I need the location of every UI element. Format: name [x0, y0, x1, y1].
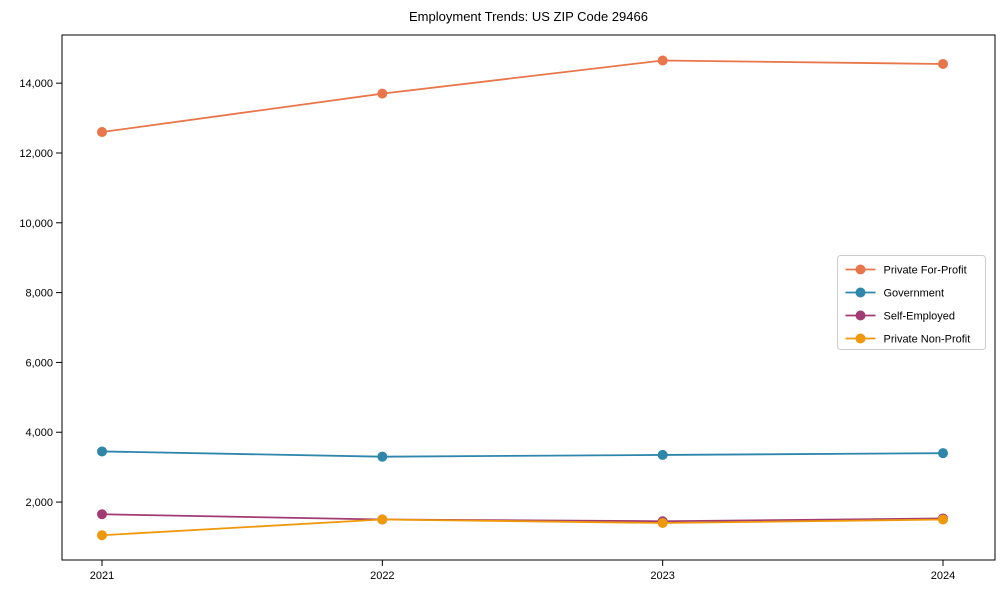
series-line-government: [101, 450, 944, 458]
legend-label-government: Government: [884, 288, 945, 300]
y-tick-label: 6,000: [25, 357, 53, 369]
chart-title: Employment Trends: US ZIP Code 29466: [409, 9, 648, 24]
x-tick-label: 2023: [650, 570, 674, 582]
y-tick-label: 12,000: [19, 148, 53, 160]
y-tick-label: 14,000: [19, 78, 53, 90]
legend-label-private-non-profit: Private Non-Profit: [884, 334, 971, 346]
x-tick-label: 2021: [90, 570, 114, 582]
x-tick-label: 2024: [931, 570, 955, 582]
y-tick-label: 8,000: [25, 288, 53, 300]
legend-label-private-for-profit: Private For-Profit: [884, 265, 967, 277]
data-point-private-for-profit-2024: [938, 58, 948, 69]
data-point-government-2021: [97, 446, 107, 457]
data-point-private-for-profit-2022: [377, 88, 388, 99]
series-line-private-non-profit: [101, 518, 944, 537]
legend-marker-self-employed: [855, 310, 866, 321]
x-tick-label: 2022: [370, 570, 394, 582]
plot-border: [61, 34, 996, 561]
y-tick-label: 2,000: [25, 497, 53, 509]
data-point-private-non-profit-2021: [97, 530, 107, 541]
legend-marker-private-non-profit: [855, 333, 866, 344]
legend-marker-private-for-profit: [855, 264, 866, 275]
data-point-private-non-profit-2023: [657, 517, 668, 528]
data-point-government-2024: [938, 448, 948, 459]
data-point-self-employed-2021: [97, 509, 107, 520]
y-tick-label: 4,000: [25, 427, 53, 439]
legend-marker-government: [855, 287, 866, 298]
data-point-private-non-profit-2024: [938, 514, 948, 525]
legend-label-self-employed: Self-Employed: [884, 311, 956, 323]
data-point-private-for-profit-2021: [97, 127, 107, 138]
legend: [837, 255, 986, 350]
data-point-government-2022: [377, 451, 388, 462]
data-point-government-2023: [657, 449, 668, 460]
y-tick-label: 10,000: [19, 218, 53, 230]
series-line-private-for-profit: [101, 59, 944, 133]
data-point-private-for-profit-2023: [657, 55, 668, 66]
data-point-private-non-profit-2022: [377, 514, 388, 525]
